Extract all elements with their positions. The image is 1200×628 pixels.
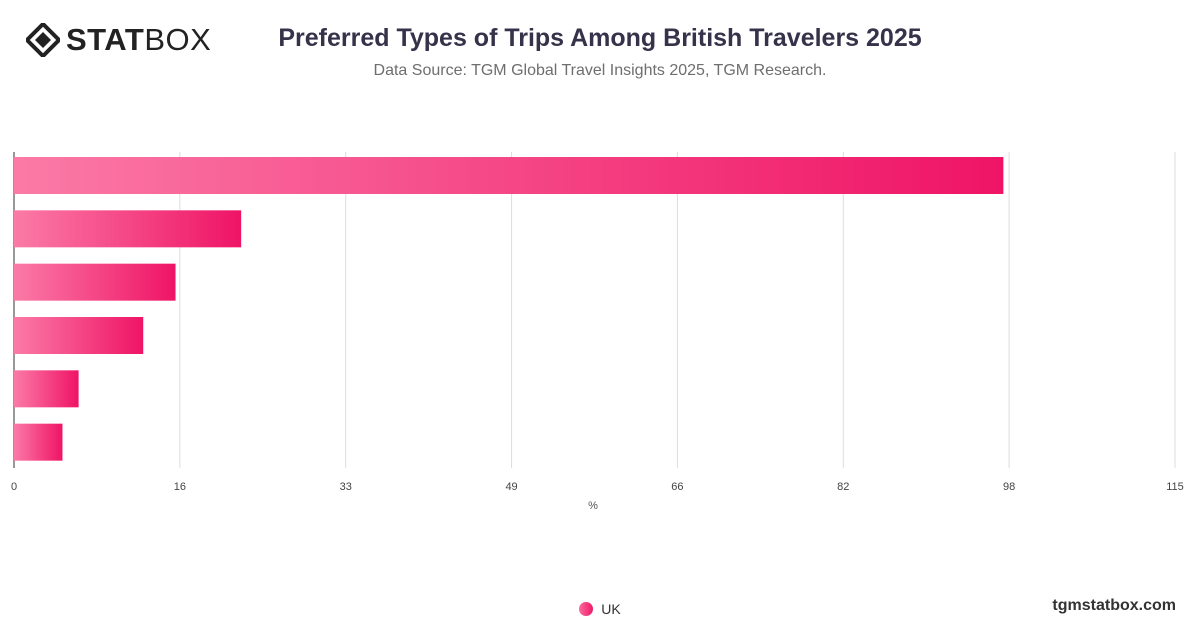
- x-axis-ticks: 0 16 33 49 66 82 98 115: [11, 481, 1184, 493]
- bars: [14, 157, 1004, 461]
- chart-subtitle: Data Source: TGM Global Travel Insights …: [373, 62, 827, 79]
- bar[interactable]: [14, 370, 79, 408]
- x-tick-label: 115: [1166, 481, 1184, 493]
- bar[interactable]: [14, 210, 242, 248]
- statbox-logo: STATBOX: [26, 22, 211, 58]
- logo-text-light: BOX: [144, 22, 212, 57]
- bar[interactable]: [14, 317, 144, 354]
- bar[interactable]: [14, 263, 176, 301]
- x-tick-label: 0: [11, 481, 17, 493]
- bar[interactable]: [14, 423, 63, 461]
- x-axis-label: %: [588, 500, 598, 512]
- x-tick-label: 82: [837, 481, 849, 493]
- chart-title: Preferred Types of Trips Among British T…: [278, 24, 922, 52]
- x-tick-label: 33: [340, 481, 352, 493]
- legend[interactable]: UK: [0, 601, 1200, 617]
- legend-label-uk: UK: [601, 601, 621, 617]
- logo-wordmark: STATBOX: [66, 22, 211, 58]
- logo-text-bold: STAT: [66, 22, 145, 57]
- legend-swatch-uk: [579, 602, 594, 616]
- x-tick-label: 49: [505, 481, 517, 493]
- diamond-logo-icon: [26, 23, 60, 57]
- gridlines: [13, 152, 1176, 468]
- x-tick-label: 66: [671, 481, 683, 493]
- bar[interactable]: [14, 157, 1004, 194]
- watermark: tgmstatbox.com: [1052, 597, 1176, 614]
- x-tick-label: 98: [1003, 481, 1015, 493]
- x-tick-label: 16: [174, 481, 186, 493]
